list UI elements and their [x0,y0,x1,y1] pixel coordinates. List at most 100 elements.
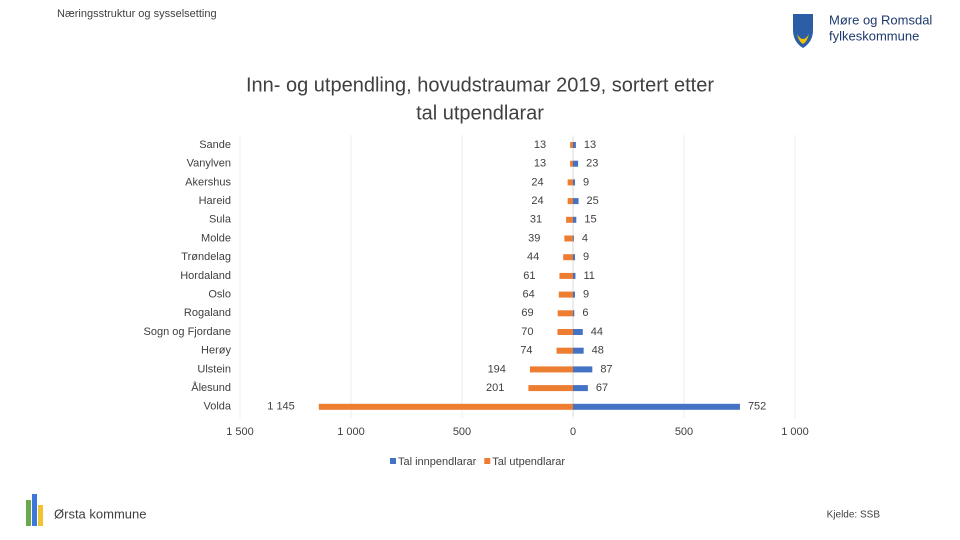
y-tick-label: Vanylven [187,158,231,170]
bar [570,142,573,148]
bar [573,347,584,354]
data-label: 9 [583,176,589,188]
bar [573,235,574,242]
data-label: 44 [527,251,539,263]
data-label: 13 [534,158,546,170]
data-label: 67 [596,382,608,394]
bar [559,272,573,279]
bar [557,310,573,317]
data-label: 74 [520,345,532,357]
data-label: 48 [592,345,604,357]
y-tick-label: Akershus [185,176,231,188]
logo-bar [38,505,43,526]
data-label: 15 [584,214,596,226]
bar [528,385,573,392]
data-label: 31 [530,214,542,226]
y-tick-label: Sula [209,214,232,226]
bar [557,329,573,335]
bar [567,179,573,186]
bar [567,198,573,205]
x-tick-label: 500 [453,426,471,438]
bar [573,160,579,167]
data-label: 64 [523,289,535,301]
data-label: 1 145 [267,401,295,413]
data-label: 194 [488,363,506,375]
logo: Møre og Romsdal fylkeskommune [793,12,932,48]
y-tick-label: Molde [201,232,231,244]
bar [529,366,573,373]
data-label: 70 [521,326,533,338]
bar [573,366,593,373]
data-label: 44 [591,326,603,338]
y-tick-label: Trøndelag [181,251,231,263]
data-label: 69 [521,307,533,319]
x-tick-label: 1 000 [337,426,365,438]
chart-title: Inn- og utpendling, hovudstraumar 2019, … [246,74,714,96]
data-label: 4 [582,232,588,244]
y-tick-label: Hareid [199,195,231,207]
bar [573,254,575,261]
chart-title: tal utpendlarar [416,102,544,124]
logo-text: Møre og Romsdal [829,12,932,27]
x-tick-label: 1 000 [781,426,809,438]
data-label: 24 [531,176,543,188]
data-label: 87 [600,363,612,375]
data-label: 24 [531,195,543,207]
bar [573,310,575,317]
y-tick-label: Sande [199,139,231,151]
x-tick-label: 500 [675,426,693,438]
data-label: 9 [583,289,589,301]
y-tick-label: Herøy [201,345,231,357]
data-label: 9 [583,251,589,263]
legend-swatch [484,458,491,464]
data-label: 11 [583,270,594,282]
bar [558,291,573,298]
y-tick-label: Hordaland [180,270,231,282]
data-label: 13 [534,139,546,151]
y-tick-label: Ulstein [197,363,231,375]
data-label: 61 [523,270,535,282]
header: Næringsstruktur og sysselsetting [57,8,217,20]
bar [318,403,573,410]
bar [573,179,575,186]
bar [573,142,576,148]
logo-shield [793,14,813,48]
legend-label: Tal innpendlarar [398,456,477,468]
bar [556,347,573,354]
x-tick-label: 1 500 [226,426,254,438]
bar [566,216,573,223]
footer-right: Kjelde: SSB [827,510,881,521]
data-label: 39 [528,232,540,244]
bar [573,291,575,298]
y-tick-label: Rogaland [184,307,231,319]
bar [573,385,588,392]
legend-swatch [390,458,396,464]
y-tick-label: Volda [203,401,231,413]
data-label: 6 [582,307,588,319]
bar [564,235,573,242]
y-tick-label: Ålesund [191,381,231,394]
data-label: 25 [587,195,599,207]
bar [573,403,740,410]
y-tick-label: Oslo [208,289,231,301]
legend-label: Tal utpendlarar [492,456,565,468]
footer-left: Ørsta kommune [54,506,146,521]
bar [573,198,579,205]
bar [573,216,577,223]
data-label: 23 [586,158,598,170]
logo-text: fylkeskommune [829,28,919,43]
bar [573,272,576,279]
data-label: 752 [748,401,766,413]
bar [573,329,583,335]
bar [570,160,573,167]
y-tick-label: Sogn og Fjordane [144,326,231,338]
data-label: 13 [584,139,596,151]
logo-shield-detail [797,34,809,44]
data-label: 201 [486,382,504,394]
x-tick-label: 0 [570,426,576,438]
logo-bar [32,494,37,526]
bar [563,254,573,261]
logo-bar [26,500,31,526]
footer-logo [26,494,43,526]
